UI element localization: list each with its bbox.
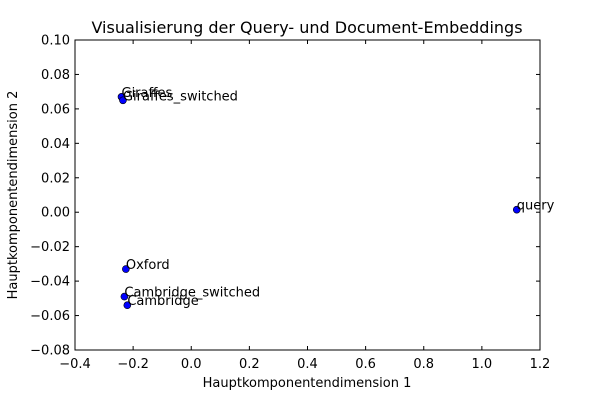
y-tick-label: −0.06 (30, 309, 70, 324)
data-point (123, 301, 132, 310)
y-tick-label: 0.10 (41, 34, 70, 49)
y-tick-label: 0.08 (41, 68, 70, 83)
y-tick-label: 0.00 (41, 206, 70, 221)
y-tick-label: 0.04 (41, 137, 70, 152)
x-tick-label: −0.4 (59, 357, 91, 372)
x-tick-label: 0.8 (413, 357, 434, 372)
data-point (120, 292, 129, 301)
data-point-label: Cambridge_switched (124, 286, 260, 301)
x-tick-label: −0.2 (117, 357, 149, 372)
x-tick-label: 0.0 (181, 357, 202, 372)
x-axis-label: Hauptkomponentendimension 1 (203, 376, 412, 391)
x-tick-label: 1.2 (530, 357, 551, 372)
data-point (122, 265, 130, 273)
y-tick-label: −0.02 (30, 240, 70, 255)
x-tick-label: 0.4 (297, 357, 318, 372)
y-tick-label: 0.06 (41, 102, 70, 117)
x-tick-label: 1.0 (472, 357, 493, 372)
y-tick-label: −0.04 (30, 275, 70, 290)
data-point (119, 96, 127, 105)
x-tick-label: 0.6 (355, 357, 376, 372)
chart-title: Visualisierung der Query- und Document-E… (91, 18, 522, 37)
data-point-label: Cambridge (127, 294, 198, 309)
y-tick-label: −0.08 (30, 344, 70, 359)
data-point-label: Giraffes (122, 86, 173, 101)
data-point-label: Oxford (126, 258, 170, 273)
y-axis-label: Hauptkomponentendimension 2 (6, 91, 21, 300)
y-tick-label: 0.02 (41, 171, 70, 186)
data-point (512, 205, 521, 214)
data-point-label: query (517, 199, 555, 214)
data-point-label: Giraffes_switched (123, 89, 238, 104)
x-tick-label: 0.2 (239, 357, 260, 372)
